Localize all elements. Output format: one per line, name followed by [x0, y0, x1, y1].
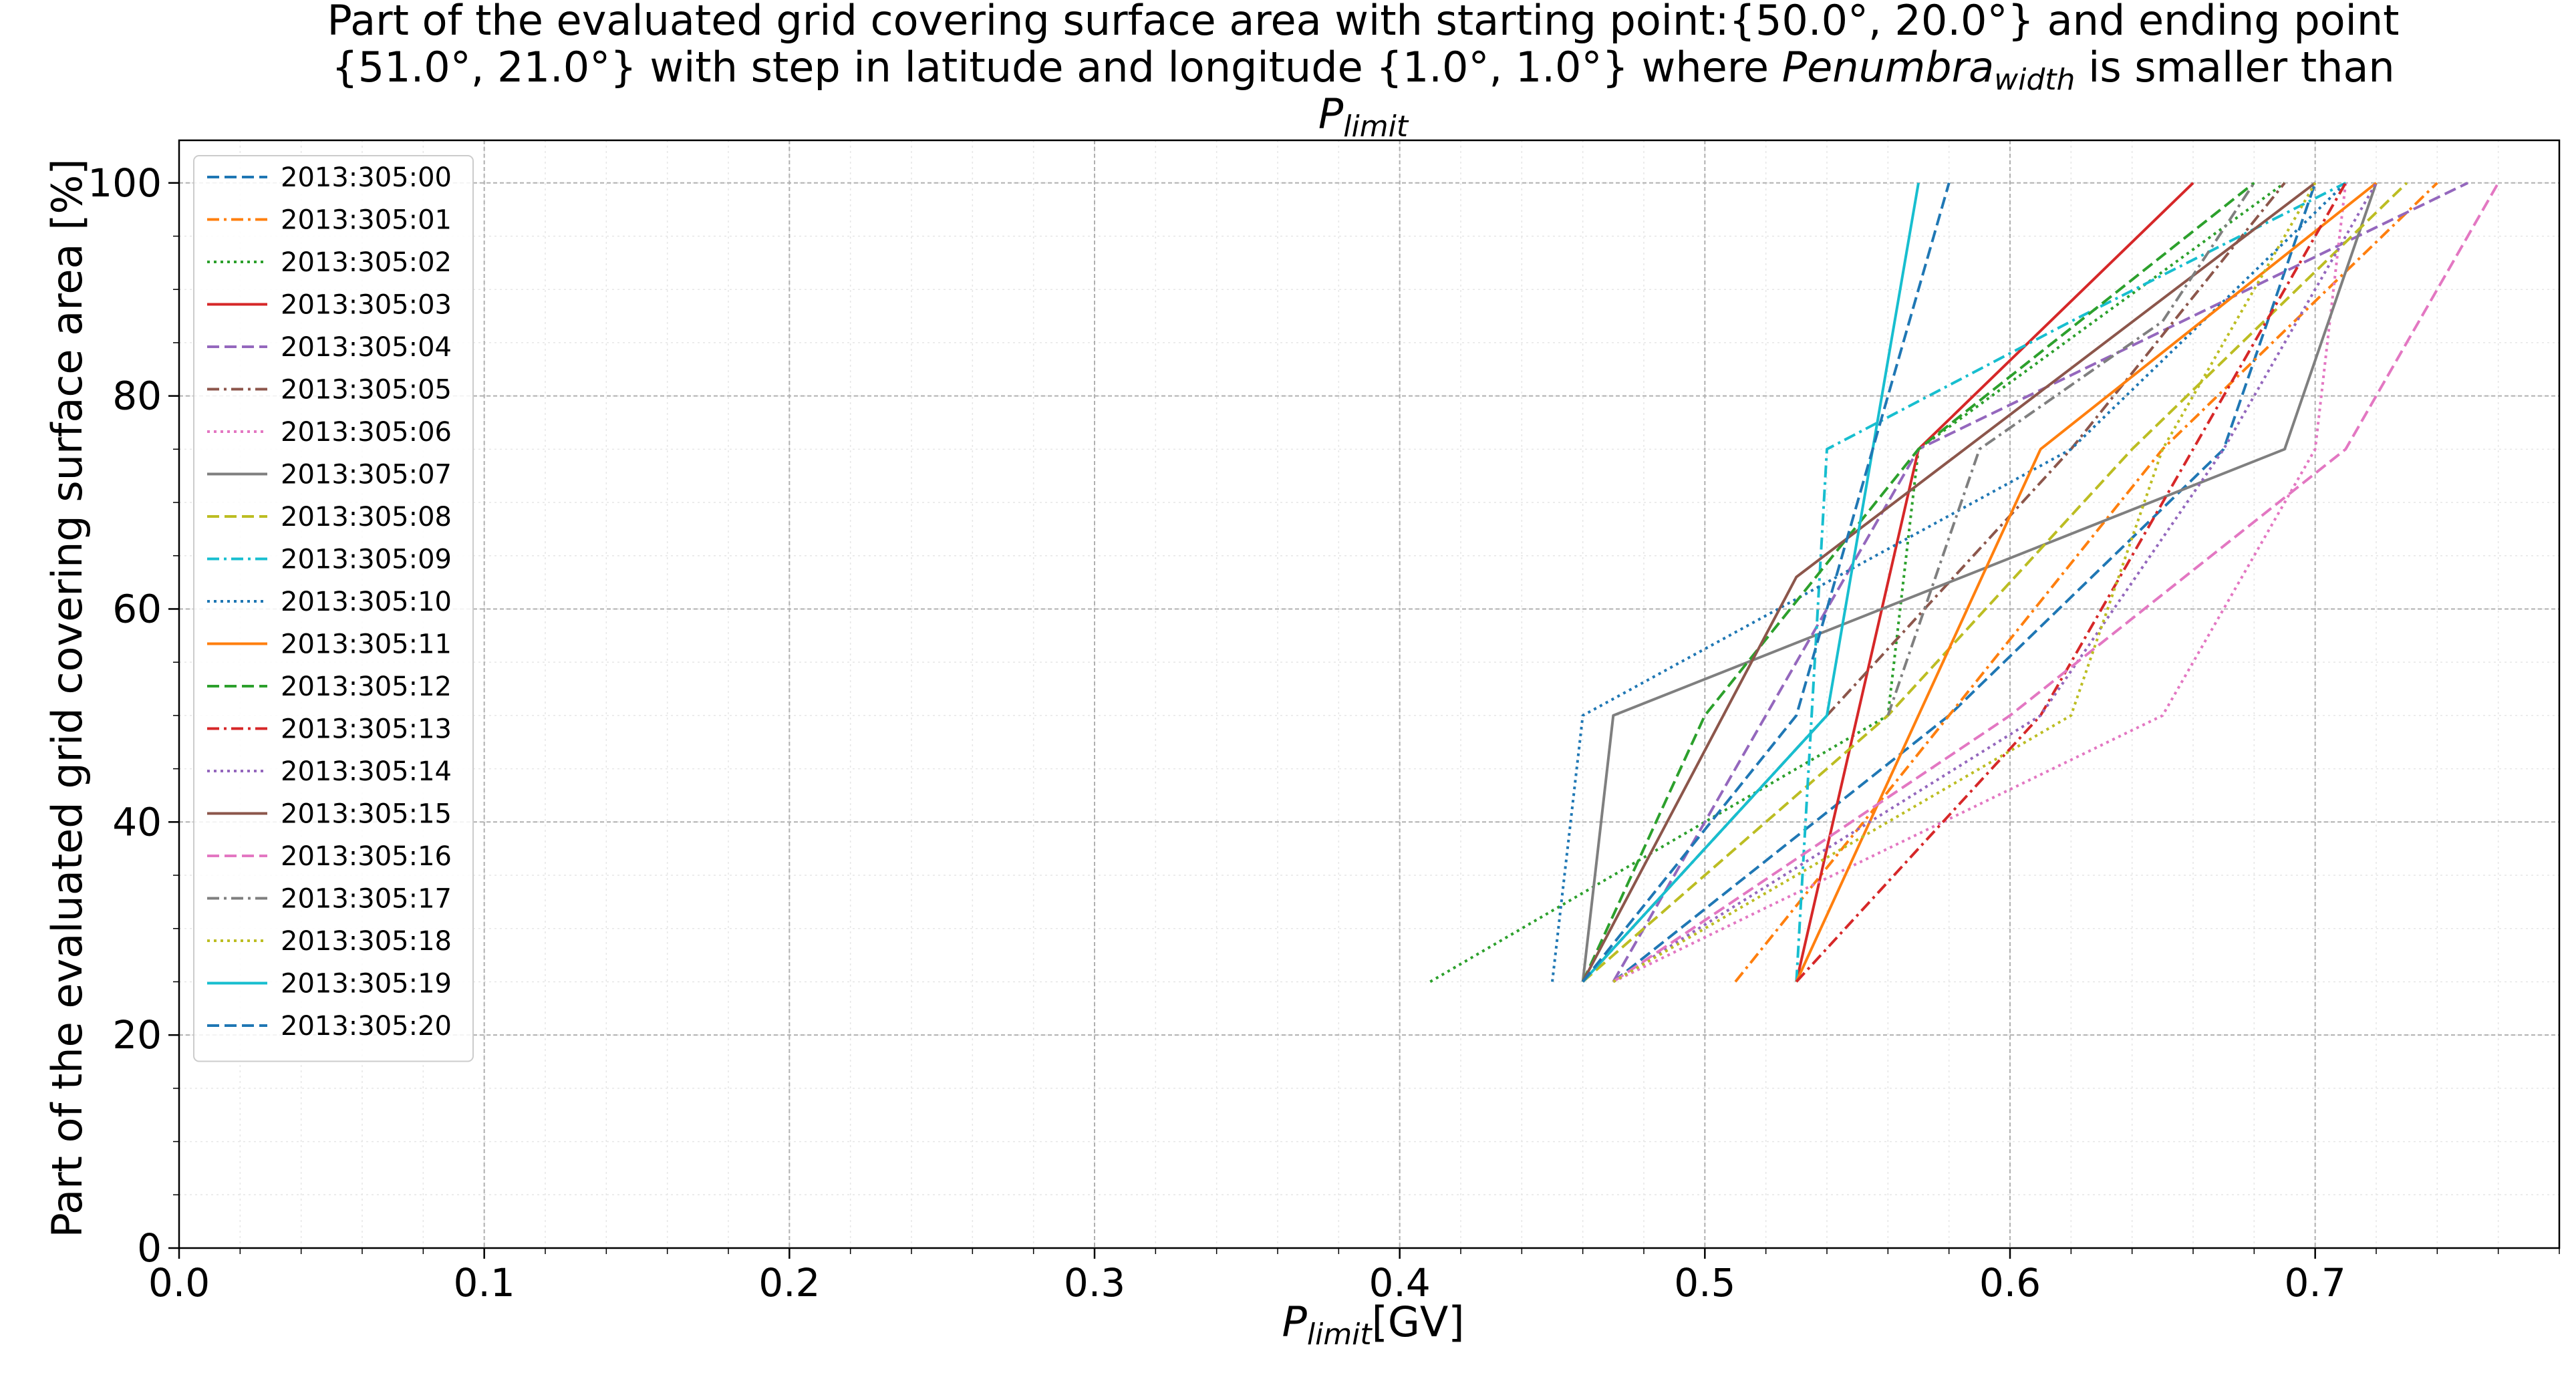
- legend-label-20: 2013:305:20: [281, 1011, 452, 1042]
- legend-label-18: 2013:305:18: [281, 926, 452, 957]
- x-axis-ticks: 0.0 0.1 0.2 0.3 0.4 0.5 0.6 0.7: [148, 1248, 2560, 1306]
- series-line-18: [1612, 182, 2317, 983]
- title-line-2: {51.0°, 21.0°} with step in latitude and…: [331, 43, 2394, 97]
- series-line-0: [1612, 182, 2317, 983]
- y-axis-ticks: 0 20 40 60 80 100: [88, 160, 179, 1271]
- legend-label-17: 2013:305:17: [281, 884, 452, 915]
- title-line-3: Plimit: [1318, 90, 1409, 144]
- legend-label-1: 2013:305:01: [281, 205, 452, 236]
- title-line-2-suffix: is smaller than: [2075, 43, 2394, 92]
- y-tick-label: 80: [112, 373, 162, 419]
- x-tick-label: 0.0: [148, 1260, 210, 1306]
- legend-frame: [193, 155, 474, 1062]
- legend-label-10: 2013:305:10: [281, 587, 452, 617]
- series-line-2: [1429, 182, 2286, 983]
- x-tick-label: 0.6: [1979, 1260, 2041, 1306]
- legend-label-0: 2013:305:00: [281, 162, 452, 193]
- legend-label-19: 2013:305:19: [281, 969, 452, 1000]
- legend-label-15: 2013:305:15: [281, 799, 452, 830]
- x-axis-label-subscript: limit: [1307, 1318, 1373, 1352]
- legend-label-14: 2013:305:14: [281, 756, 452, 787]
- x-axis-label-p: P: [1282, 1298, 1307, 1346]
- y-tick-label: 60: [112, 586, 162, 631]
- series-line-17: [1886, 182, 2255, 716]
- title-width-subscript: width: [1994, 63, 2075, 97]
- legend-label-8: 2013:305:08: [281, 502, 452, 532]
- legend-label-4: 2013:305:04: [281, 332, 452, 363]
- x-tick-label: 0.7: [2285, 1260, 2346, 1306]
- plot-area: 0.0 0.1 0.2 0.3 0.4 0.5 0.6 0.7 0 20 40 60 80 100: [88, 139, 2561, 1306]
- legend-label-11: 2013:305:11: [281, 629, 452, 660]
- legend-label-9: 2013:305:09: [281, 545, 452, 575]
- y-tick-label: 20: [112, 1012, 162, 1058]
- y-tick-label: 100: [88, 160, 162, 206]
- series-line-19: [1582, 182, 1920, 983]
- plot-frame: [178, 139, 2561, 1249]
- chart-title: Part of the evaluated grid covering surf…: [327, 0, 2400, 144]
- title-p: P: [1318, 90, 1344, 138]
- series-line-10: [1551, 182, 2347, 982]
- title-line-1: Part of the evaluated grid covering surf…: [327, 0, 2400, 45]
- x-axis-label: Plimit[GV]: [1282, 1298, 1464, 1352]
- legend-label-6: 2013:305:06: [281, 417, 452, 448]
- legend-label-3: 2013:305:03: [281, 290, 452, 321]
- x-tick-label: 0.2: [758, 1260, 820, 1306]
- legend-label-16: 2013:305:16: [281, 841, 452, 872]
- legend-label-5: 2013:305:05: [281, 375, 452, 406]
- x-tick-label: 0.4: [1369, 1260, 1431, 1306]
- y-tick-label: 0: [137, 1225, 162, 1271]
- x-tick-label: 0.1: [454, 1260, 515, 1306]
- x-axis-label-unit: [GV]: [1372, 1298, 1465, 1346]
- series-line-20: [1582, 182, 1951, 983]
- series-line-7: [1581, 182, 2378, 982]
- legend-label-13: 2013:305:13: [281, 714, 452, 745]
- legend-label-7: 2013:305:07: [281, 460, 452, 490]
- legend: 2013:305:00 2013:305:01 2013:305:02 2013:30…: [193, 155, 474, 1062]
- series-line-15: [1581, 182, 2316, 983]
- series-line-1: [1734, 182, 2438, 983]
- title-line-2-prefix: {51.0°, 21.0°} with step in latitude and…: [331, 43, 1782, 92]
- legend-label-2: 2013:305:02: [281, 247, 452, 278]
- y-axis-label: Part of the evaluated grid covering surf…: [43, 158, 92, 1237]
- y-tick-label: 40: [112, 799, 162, 845]
- title-limit-subscript: limit: [1343, 110, 1409, 144]
- legend-label-12: 2013:305:12: [281, 671, 452, 702]
- x-tick-label: 0.5: [1674, 1260, 1735, 1306]
- title-penumbra: Penumbra: [1782, 43, 1994, 92]
- x-tick-label: 0.3: [1064, 1260, 1125, 1306]
- series-layer: [1429, 182, 2500, 983]
- series-line-12: [1581, 182, 2255, 983]
